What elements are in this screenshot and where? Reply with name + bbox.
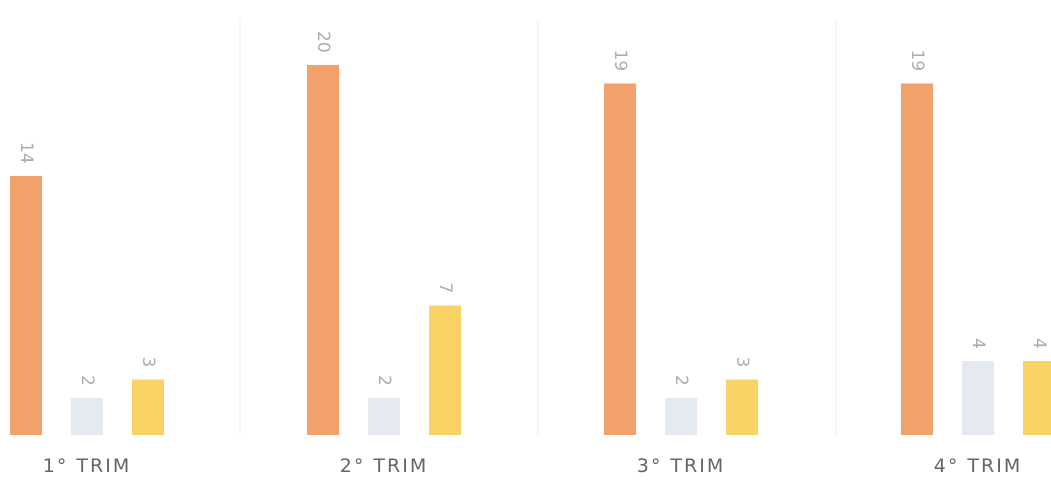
- data-label: 2: [374, 375, 394, 386]
- bar: [604, 83, 636, 435]
- data-label: 14: [16, 142, 36, 164]
- data-label: 19: [610, 50, 630, 72]
- data-label: 2: [671, 375, 691, 386]
- data-label: 2: [77, 375, 97, 386]
- data-label: 20: [313, 31, 333, 53]
- chart-bars: [10, 65, 1051, 435]
- data-label: 19: [907, 50, 927, 72]
- data-label: 3: [732, 357, 752, 368]
- bar: [665, 398, 697, 435]
- bar: [962, 361, 994, 435]
- bar: [10, 176, 42, 435]
- chart-value-labels: 14 2 3 20 2 7 19 2 3 19 4 4: [16, 31, 1049, 386]
- chart-category-labels: 1° TRIM 2° TRIM 3° TRIM 4° TRIM: [43, 455, 1022, 477]
- data-label: 4: [1029, 338, 1049, 349]
- category-label: 4° TRIM: [934, 455, 1022, 477]
- bar: [429, 305, 461, 435]
- bar: [726, 379, 758, 435]
- bar: [1023, 361, 1051, 435]
- data-label: 4: [968, 338, 988, 349]
- bar: [368, 398, 400, 435]
- bar: [132, 379, 164, 435]
- data-label: 3: [138, 357, 158, 368]
- bar: [71, 398, 103, 435]
- category-label: 1° TRIM: [43, 455, 131, 477]
- bar: [901, 83, 933, 435]
- data-label: 7: [435, 283, 455, 294]
- category-label: 2° TRIM: [340, 455, 428, 477]
- chart-gridlines: [239, 20, 837, 435]
- category-label: 3° TRIM: [637, 455, 725, 477]
- bar: [307, 65, 339, 435]
